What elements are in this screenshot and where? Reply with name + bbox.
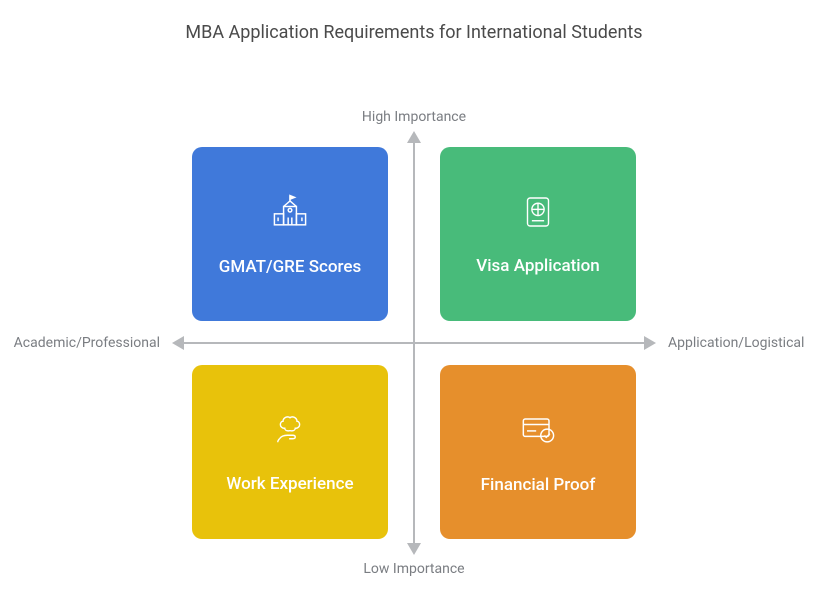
quadrant-label: Financial Proof bbox=[481, 474, 596, 496]
quadrant-label: Work Experience bbox=[226, 473, 353, 495]
card-check-icon bbox=[516, 408, 560, 456]
quadrant-bottom-right: Financial Proof bbox=[440, 365, 636, 539]
chart-title: MBA Application Requirements for Interna… bbox=[0, 0, 828, 43]
quadrant-chart: High Importance Low Importance Academic/… bbox=[174, 133, 654, 553]
brain-hand-icon bbox=[269, 409, 311, 455]
axis-horizontal bbox=[174, 342, 654, 344]
arrow-up-icon bbox=[407, 131, 421, 143]
school-building-icon bbox=[268, 190, 312, 238]
quadrant-top-right: Visa Application bbox=[440, 147, 636, 321]
arrow-right-icon bbox=[644, 336, 656, 350]
axis-label-left: Academic/Professional bbox=[14, 335, 160, 351]
arrow-left-icon bbox=[172, 336, 184, 350]
quadrant-label: Visa Application bbox=[476, 255, 600, 277]
quadrant-bottom-left: Work Experience bbox=[192, 365, 388, 539]
passport-icon bbox=[517, 191, 559, 237]
axis-label-top: High Importance bbox=[362, 109, 466, 125]
arrow-down-icon bbox=[407, 543, 421, 555]
axis-label-bottom: Low Importance bbox=[363, 561, 464, 577]
axis-label-right: Application/Logistical bbox=[668, 335, 804, 351]
quadrant-label: GMAT/GRE Scores bbox=[219, 256, 361, 278]
quadrant-top-left: GMAT/GRE Scores bbox=[192, 147, 388, 321]
